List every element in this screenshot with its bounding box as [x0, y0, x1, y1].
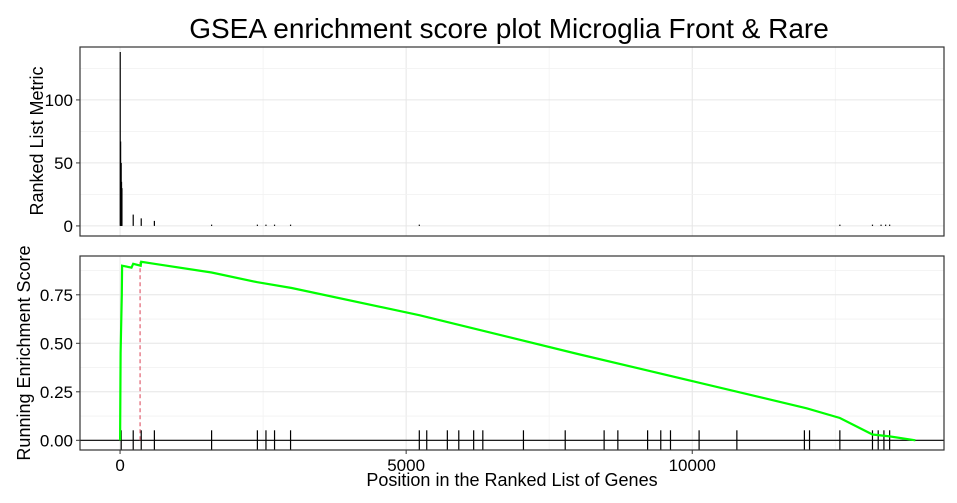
y-tick-label: 0.25: [40, 383, 73, 402]
enrichment-score-panel: 0.00 0.25 0.50 0.75 0 5000 10000 Running Enri…: [14, 245, 945, 490]
x-tick-label: 5000: [387, 456, 425, 475]
ranked-metric-panel: 0 50 100 Ranked List Metric: [27, 46, 945, 237]
ranked-metric-y-axis-label: Ranked List Metric: [27, 66, 47, 215]
chart-title: GSEA enrichment score plot Microglia Fro…: [189, 13, 829, 44]
enrichment-score-x-ticks: 0 5000 10000: [115, 450, 716, 475]
y-tick-label: 100: [45, 91, 73, 110]
y-tick-label: 0.75: [40, 286, 73, 305]
x-axis-label: Position in the Ranked List of Genes: [366, 470, 657, 490]
ranked-metric-gridlines: [80, 47, 944, 236]
y-tick-label: 0: [64, 217, 73, 236]
y-tick-label: 0.50: [40, 334, 73, 353]
enrichment-score-y-axis-label: Running Enrichment Score: [14, 245, 34, 460]
ranked-metric-panel-border: [79, 46, 945, 237]
y-tick-label: 0.00: [40, 431, 73, 450]
ranked-metric-plot-area: [80, 47, 944, 236]
ranked-metric-y-ticks: 0 50 100: [45, 91, 80, 236]
y-tick-label: 50: [54, 154, 73, 173]
gene-hit-ticks: [120, 430, 891, 451]
enrichment-score-y-ticks: 0.00 0.25 0.50 0.75: [40, 286, 80, 450]
x-tick-label: 10000: [669, 456, 716, 475]
running-enrichment-score-line: [119, 260, 916, 442]
enrichment-score-plot-area: [80, 256, 944, 450]
ranked-metric-bars: [119, 52, 891, 226]
enrichment-score-panel-border: [79, 255, 945, 451]
x-tick-label: 0: [115, 456, 124, 475]
